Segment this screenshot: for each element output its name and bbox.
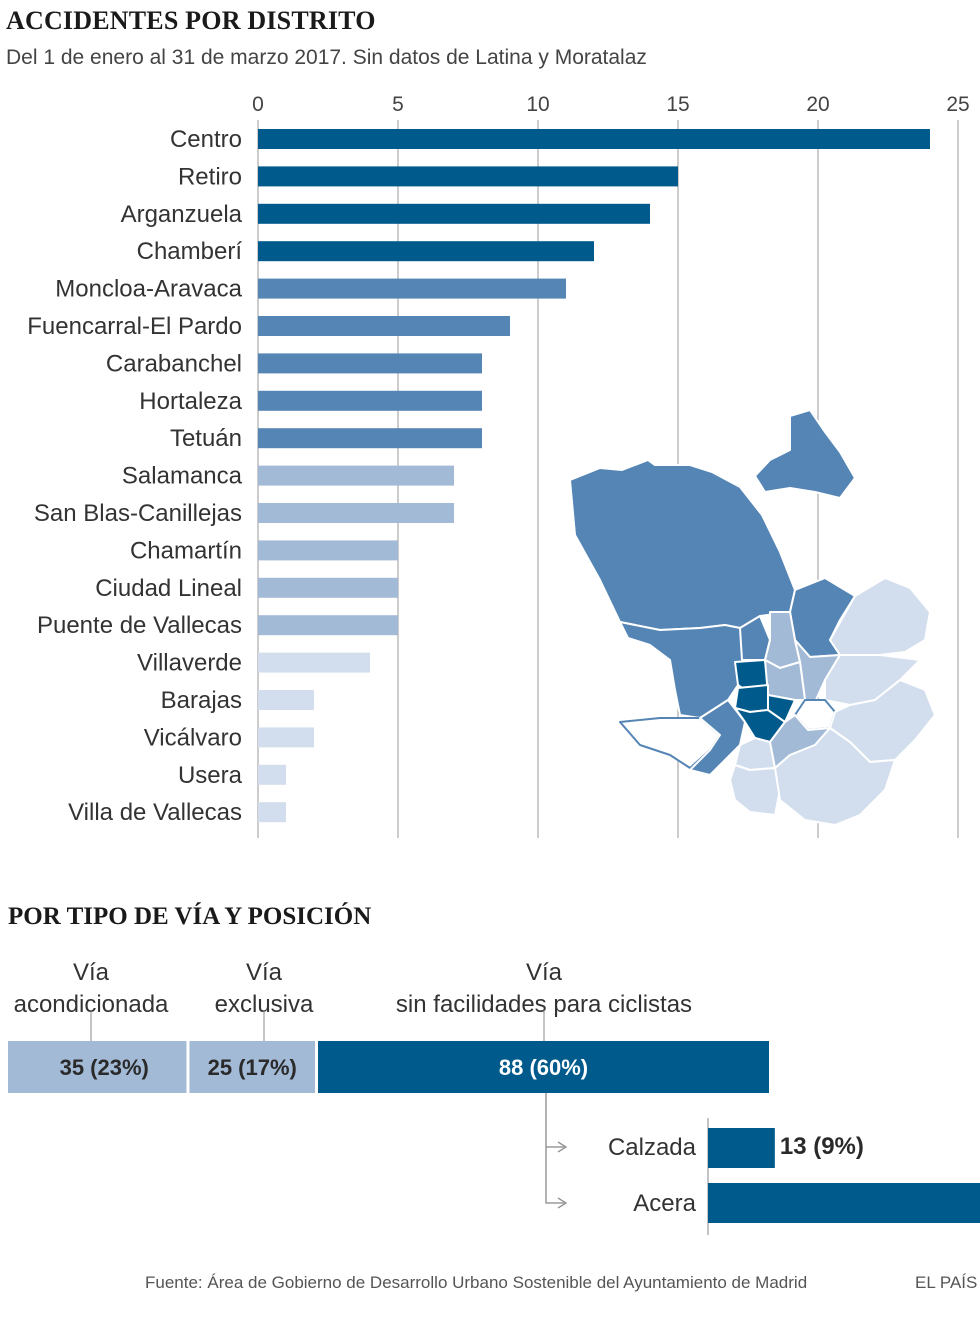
x-tick-label: 0 [252,93,264,116]
category-label: Villa de Vallecas [68,799,242,826]
category-label: Chamberí [137,238,243,265]
map-villa-de-vallecas [774,727,896,826]
category-label: Usera [178,762,243,789]
category-label: Centro [170,126,242,153]
bar-retiro [258,166,678,187]
madrid-district-map [569,409,936,826]
category-label: Chamartín [130,537,242,564]
category-label: Hortaleza [139,388,242,415]
breakdown-category-label: Calzada [608,1134,697,1161]
x-tick-label: 15 [666,93,689,116]
breakdown-bar-calzada [708,1128,775,1168]
category-label: Villaverde [137,650,242,677]
bar-moncloa-aravaca [258,278,566,299]
bar-chamart-n [258,540,398,561]
arrow-icon [557,1197,568,1209]
category-label: Tetuán [170,425,242,452]
breakdown-value-label: 13 (9%) [780,1133,864,1160]
map-villaverde [729,764,781,816]
map-barajas-east [829,577,931,656]
stack-segment-2 [189,1041,316,1093]
bar-vic-lvaro [258,727,314,748]
stack-value-label: 88 (60%) [499,1055,588,1080]
category-label: San Blas-Canillejas [34,500,242,527]
stack-value-label: 35 (23%) [60,1055,149,1080]
bar-arganzuela [258,203,650,224]
category-label: Puente de Vallecas [37,612,242,639]
category-label: Moncloa-Aravaca [55,276,242,303]
stack-segment-3 [318,1041,769,1093]
bar-centro [258,129,930,149]
stack-value-label: 25 (17%) [208,1055,297,1080]
map-barajas [754,409,856,499]
bar-villa-de-vallecas [258,802,286,823]
bar-salamanca [258,465,454,486]
category-label: Vicálvaro [144,724,242,751]
category-label: Barajas [161,687,242,714]
x-tick-label: 10 [526,93,549,116]
brand-credit: EL PAÍS [915,1273,978,1292]
category-label: Carabanchel [106,350,242,377]
section2-title: POR TIPO DE VÍA Y POSICIÓN [8,903,372,930]
bar-puente-de-vallecas [258,615,398,636]
breakdown-category-label: Acera [633,1190,696,1217]
district-bar-chart: 0 5 10 15 20 25 Centro Retiro Arganzuela Chamberí… [27,93,970,838]
bar-usera [258,764,286,785]
map-salamanca [764,659,806,701]
category-label: Salamanca [122,463,243,490]
bar-san-blas-canillejas [258,503,454,523]
category-label: Fuencarral-El Pardo [27,313,242,340]
arrow-icon [557,1141,568,1153]
breakdown-connector [545,1093,564,1204]
stack-category-label: Vía [246,959,283,986]
chart-subtitle: Del 1 de enero al 31 de marzo 2017. Sin … [6,46,647,69]
bar-chamber- [258,241,594,262]
bar-barajas [258,690,314,710]
bar-tetu-n [258,428,482,449]
category-label: Retiro [178,163,242,190]
bar-carabanchel [258,353,482,374]
breakdown-bar-acera [708,1183,980,1223]
map-centro [734,684,769,713]
stack-segment-1 [8,1041,187,1093]
bar-villaverde [258,652,370,673]
stack-category-label: Vía [526,959,563,986]
x-tick-label: 5 [392,93,404,116]
bar-hortaleza [258,390,482,411]
bar-ciudad-lineal [258,577,398,598]
bar-fuencarral-el-pardo [258,316,510,336]
category-label: Arganzuela [121,201,243,228]
chart-title: ACCIDENTES POR DISTRITO [6,6,376,35]
stack-category-label: Vía [73,959,110,986]
x-tick-label: 20 [806,93,829,116]
category-label: Ciudad Lineal [95,575,242,602]
source-note: Fuente: Área de Gobierno de Desarrollo U… [145,1273,808,1292]
x-tick-label: 25 [946,93,969,116]
